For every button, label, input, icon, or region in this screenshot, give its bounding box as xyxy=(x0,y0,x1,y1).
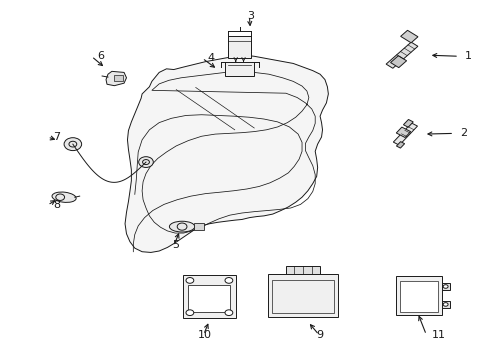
Polygon shape xyxy=(396,141,404,148)
Bar xyxy=(395,276,441,315)
Bar xyxy=(188,285,230,312)
Bar xyxy=(399,281,437,312)
Polygon shape xyxy=(125,55,328,252)
Ellipse shape xyxy=(52,192,76,202)
Text: 6: 6 xyxy=(97,51,104,61)
Text: 8: 8 xyxy=(53,200,61,210)
Text: 2: 2 xyxy=(459,129,466,138)
Bar xyxy=(441,301,448,308)
Bar xyxy=(193,223,203,230)
Bar xyxy=(271,280,334,313)
Text: 10: 10 xyxy=(197,330,211,340)
Bar xyxy=(285,266,320,274)
FancyBboxPatch shape xyxy=(225,62,253,76)
Bar xyxy=(441,283,448,290)
Circle shape xyxy=(224,310,232,316)
Circle shape xyxy=(64,138,81,150)
Text: 3: 3 xyxy=(246,11,253,21)
Bar xyxy=(114,75,123,81)
Circle shape xyxy=(185,278,193,283)
Circle shape xyxy=(139,157,153,167)
Circle shape xyxy=(442,285,447,288)
Polygon shape xyxy=(395,127,410,138)
Ellipse shape xyxy=(169,221,194,232)
Polygon shape xyxy=(400,30,417,43)
Text: 4: 4 xyxy=(207,53,215,63)
Text: 11: 11 xyxy=(431,330,446,340)
Text: 1: 1 xyxy=(464,51,471,61)
Circle shape xyxy=(442,303,447,306)
Text: 5: 5 xyxy=(171,239,179,249)
Polygon shape xyxy=(386,42,417,68)
Polygon shape xyxy=(403,120,412,127)
Polygon shape xyxy=(392,123,417,145)
Text: 9: 9 xyxy=(316,330,323,340)
Bar xyxy=(182,275,236,318)
Bar xyxy=(267,274,338,317)
Bar xyxy=(228,36,250,58)
Circle shape xyxy=(224,278,232,283)
Circle shape xyxy=(185,310,193,316)
Text: 7: 7 xyxy=(53,132,61,142)
Polygon shape xyxy=(390,56,406,68)
Polygon shape xyxy=(106,71,126,86)
